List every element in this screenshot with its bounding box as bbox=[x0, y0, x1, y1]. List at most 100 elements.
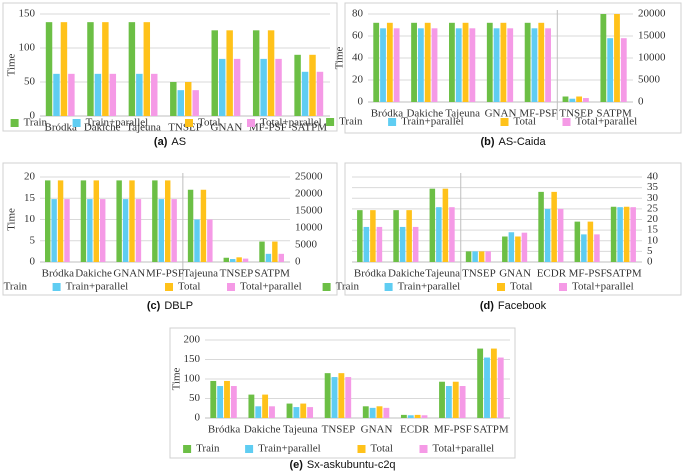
bar bbox=[472, 251, 478, 262]
bar bbox=[93, 180, 99, 262]
y-tick-label: 50 bbox=[24, 76, 36, 88]
caption-label: (d) bbox=[480, 300, 494, 312]
bar bbox=[87, 199, 93, 262]
y2-tick-label: 5000 bbox=[638, 74, 661, 86]
y2-tick-label: 15 bbox=[647, 224, 659, 236]
bar bbox=[524, 22, 531, 102]
caption: (b) AS-Caida bbox=[480, 136, 546, 148]
bar bbox=[316, 71, 324, 116]
legend-label: Total bbox=[371, 443, 393, 455]
bar bbox=[60, 22, 68, 116]
x-tick-label: SATPM bbox=[292, 122, 328, 134]
legend-label: Total bbox=[514, 116, 536, 128]
bar bbox=[617, 207, 623, 262]
bar bbox=[562, 96, 569, 102]
x-tick-label: TNSEP bbox=[462, 268, 496, 280]
legend-label: Train bbox=[196, 443, 220, 455]
bar bbox=[185, 82, 192, 116]
legend-label: Train+parallel bbox=[86, 117, 149, 129]
legend-swatch bbox=[183, 445, 192, 453]
bar bbox=[255, 406, 262, 418]
legend-swatch bbox=[384, 283, 393, 291]
bar bbox=[158, 199, 164, 262]
y-tick-label: 0 bbox=[30, 256, 36, 268]
caption: (e) Sx-askubuntu-c2q bbox=[289, 459, 395, 471]
bar bbox=[515, 236, 521, 262]
bar bbox=[484, 357, 490, 418]
legend-label: Total+parallel bbox=[240, 281, 302, 293]
bar bbox=[380, 28, 386, 102]
bar bbox=[538, 22, 545, 102]
bar bbox=[286, 403, 293, 418]
bar bbox=[211, 30, 218, 116]
x-tick-label: Dakiche bbox=[388, 268, 425, 280]
bar bbox=[620, 38, 627, 102]
bar bbox=[293, 407, 300, 418]
bar bbox=[477, 348, 484, 418]
bar bbox=[128, 22, 136, 116]
bar bbox=[207, 219, 213, 262]
panel-frame bbox=[169, 327, 516, 459]
bar bbox=[233, 58, 241, 116]
legend-swatch bbox=[388, 118, 397, 126]
bar bbox=[109, 73, 117, 116]
y2-tick-label: 20000 bbox=[638, 8, 666, 20]
x-tick-label: SATPM bbox=[473, 424, 509, 436]
panel-frame bbox=[344, 162, 682, 296]
legend-label: Total+parallel bbox=[260, 117, 322, 129]
x-tick-label: Tajeuna bbox=[445, 108, 480, 120]
bar bbox=[224, 380, 230, 418]
y-axis-label: Time bbox=[334, 46, 346, 69]
bar bbox=[431, 28, 438, 102]
bar bbox=[307, 407, 314, 418]
bar bbox=[226, 30, 233, 116]
legend-swatch bbox=[245, 445, 254, 453]
bar bbox=[393, 28, 400, 102]
y-tick-label: 50 bbox=[189, 392, 201, 404]
legend-swatch bbox=[497, 283, 505, 291]
bar bbox=[331, 377, 338, 418]
bar bbox=[576, 96, 583, 102]
y-tick-label: 100 bbox=[19, 42, 36, 54]
bar bbox=[369, 407, 376, 418]
legend-swatch bbox=[419, 445, 428, 453]
legend-label: Total+parallel bbox=[572, 281, 634, 293]
legend-swatch bbox=[10, 119, 19, 127]
bar bbox=[610, 206, 617, 262]
bar bbox=[116, 180, 122, 262]
caption: (d) Facebook bbox=[480, 300, 547, 312]
bar bbox=[122, 199, 129, 262]
bar bbox=[152, 180, 158, 262]
x-tick-label: TNSEP bbox=[168, 122, 202, 134]
legend-label: Train bbox=[4, 281, 28, 293]
bar bbox=[581, 234, 587, 262]
bar bbox=[136, 73, 143, 116]
x-tick-label: GNAN bbox=[499, 268, 531, 280]
legend-swatch bbox=[559, 283, 567, 291]
bar bbox=[177, 90, 184, 116]
x-tick-label: MF-PSF bbox=[146, 268, 184, 280]
legend-swatch bbox=[326, 118, 335, 126]
x-tick-label: GNAN bbox=[361, 424, 393, 436]
bar bbox=[478, 251, 485, 262]
x-tick-label: TNSEP bbox=[220, 268, 254, 280]
y-axis-label: Time bbox=[171, 367, 183, 390]
bar bbox=[531, 28, 538, 102]
x-tick-label: TNSEP bbox=[559, 108, 593, 120]
bar bbox=[300, 403, 307, 418]
bar bbox=[223, 257, 229, 262]
y2-tick-label: 30 bbox=[647, 192, 659, 204]
panel-frame bbox=[2, 162, 338, 296]
bar bbox=[272, 241, 278, 262]
bar bbox=[442, 188, 449, 262]
bar bbox=[259, 241, 265, 262]
y2-tick-label: 0 bbox=[638, 96, 644, 108]
bar bbox=[345, 377, 352, 418]
x-tick-label: Dakiche bbox=[75, 268, 112, 280]
bar bbox=[587, 221, 594, 262]
bar bbox=[508, 232, 515, 262]
legend-swatch bbox=[322, 283, 331, 291]
bar bbox=[465, 251, 472, 262]
y-tick-label: 15 bbox=[24, 192, 36, 204]
x-tick-label: Tajeuna bbox=[126, 122, 161, 134]
